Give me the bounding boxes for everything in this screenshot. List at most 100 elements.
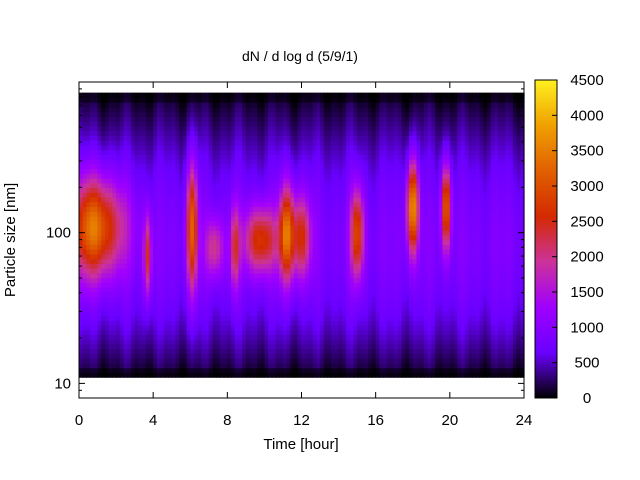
heatmap-cell [290, 125, 295, 132]
heatmap-cell [197, 249, 202, 255]
heatmap-cell [360, 154, 366, 160]
heatmap-cell [253, 121, 258, 127]
heatmap-cell [260, 325, 266, 331]
heatmap-cell [327, 121, 332, 127]
heatmap-cell [308, 353, 314, 359]
heatmap-cell [245, 159, 251, 165]
heatmap-cell [294, 196, 299, 203]
heatmap-cell [130, 362, 136, 369]
heatmap-cell [327, 244, 332, 250]
heatmap-cell [253, 125, 258, 132]
heatmap-cell [123, 159, 128, 165]
heatmap-cell [357, 287, 362, 293]
heatmap-cell [368, 187, 373, 193]
heatmap-cell [368, 102, 373, 108]
heatmap-cell [253, 201, 258, 208]
heatmap-cell [156, 372, 162, 378]
heatmap-cell [294, 282, 299, 288]
heatmap-cell [249, 201, 254, 208]
heatmap-cell [86, 287, 91, 293]
heatmap-cell [212, 140, 217, 146]
heatmap-cell [308, 220, 314, 227]
heatmap-cell [82, 239, 88, 245]
heatmap-cell [286, 325, 291, 331]
heatmap-cell [171, 168, 177, 174]
heatmap-cell [279, 296, 284, 302]
heatmap-cell [160, 287, 165, 293]
heatmap-cell [190, 253, 195, 260]
heatmap-cell [79, 282, 84, 288]
heatmap-cell [257, 163, 262, 170]
heatmap-cell [227, 320, 232, 326]
heatmap-cell [257, 339, 262, 345]
heatmap-cell [360, 372, 366, 378]
heatmap-cell [130, 258, 136, 264]
heatmap-cell [93, 201, 99, 208]
heatmap-cell [257, 287, 262, 293]
heatmap-cell [227, 192, 232, 198]
heatmap-cell [164, 106, 169, 113]
heatmap-cell [142, 192, 147, 198]
heatmap-cell [193, 149, 199, 155]
heatmap-cell [149, 291, 154, 298]
heatmap-cell [368, 362, 373, 369]
heatmap-cell [212, 244, 217, 250]
heatmap-cell [257, 234, 262, 241]
heatmap-cell [212, 239, 217, 245]
heatmap-cell [145, 201, 151, 208]
heatmap-cell [316, 220, 321, 227]
heatmap-cell [338, 329, 343, 336]
heatmap-cell [205, 334, 210, 340]
heatmap-cell [338, 268, 343, 274]
heatmap-cell [93, 230, 99, 236]
heatmap-cell [334, 348, 340, 355]
heatmap-cell [127, 343, 132, 350]
heatmap-cell [82, 102, 88, 108]
heatmap-cell [360, 291, 366, 298]
heatmap-cell [327, 343, 332, 350]
heatmap-cell [349, 135, 355, 141]
heatmap-cell [371, 173, 377, 179]
heatmap-cell [186, 301, 191, 307]
heatmap-cell [193, 301, 199, 307]
heatmap-cell [156, 116, 162, 122]
heatmap-cell [386, 310, 392, 317]
heatmap-cell [353, 111, 358, 117]
heatmap-cell [231, 111, 236, 117]
heatmap-cell [142, 163, 147, 170]
heatmap-cell [123, 249, 128, 255]
heatmap-cell [275, 258, 280, 264]
heatmap-cell [360, 168, 366, 174]
heatmap-cell [193, 296, 199, 302]
heatmap-cell [79, 367, 84, 374]
heatmap-cell [101, 149, 106, 155]
heatmap-cell [153, 182, 158, 189]
heatmap-cell [123, 329, 128, 336]
heatmap-cell [86, 201, 91, 208]
heatmap-cell [320, 334, 325, 340]
heatmap-cell [257, 116, 262, 122]
heatmap-cell [327, 173, 332, 179]
heatmap-cell [279, 144, 284, 151]
heatmap-cell [101, 206, 106, 212]
heatmap-cell [175, 343, 180, 350]
heatmap-cell [257, 187, 262, 193]
heatmap-cell [138, 163, 143, 170]
heatmap-cell [212, 149, 217, 155]
heatmap-cell [323, 334, 329, 340]
heatmap-cell [79, 97, 84, 103]
heatmap-cell [130, 211, 136, 217]
heatmap-cell [379, 239, 384, 245]
heatmap-cell [160, 173, 165, 179]
heatmap-cell [160, 343, 165, 350]
heatmap-cell [327, 102, 332, 108]
heatmap-cell [127, 121, 132, 127]
heatmap-cell [323, 320, 329, 326]
heatmap-cell [108, 287, 113, 293]
heatmap-cell [349, 206, 355, 212]
heatmap-cell [338, 358, 343, 364]
heatmap-cell [308, 343, 314, 350]
heatmap-cell [383, 102, 388, 108]
heatmap-cell [231, 277, 236, 283]
heatmap-cell [205, 253, 210, 260]
